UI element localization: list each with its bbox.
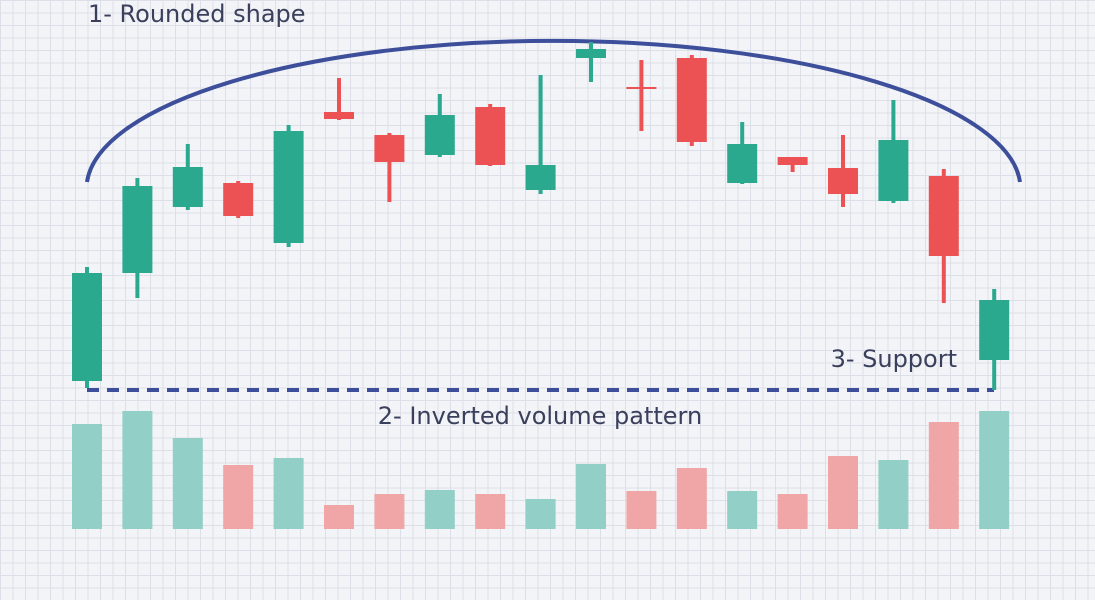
volume-bar xyxy=(777,494,808,529)
candle-body xyxy=(928,176,959,256)
candle-body xyxy=(324,112,354,119)
candle-body xyxy=(424,115,455,155)
volume-bar xyxy=(676,468,707,529)
candle-body xyxy=(374,135,405,162)
candle-body xyxy=(122,186,153,273)
volume-bar xyxy=(374,494,405,529)
volume-bar xyxy=(878,460,909,529)
candle-body xyxy=(727,144,758,183)
rounded-shape-arc xyxy=(85,38,1022,183)
candle-body xyxy=(878,140,909,201)
candle-body xyxy=(223,183,254,216)
candle-body xyxy=(676,58,707,142)
volume-bar xyxy=(223,465,254,529)
volume-bar xyxy=(475,494,506,529)
candle-body xyxy=(475,107,506,165)
volume-bar xyxy=(626,491,657,529)
candle-body xyxy=(979,300,1010,360)
volume-bar xyxy=(525,499,556,529)
volume-bar xyxy=(576,464,606,529)
candle-body xyxy=(273,131,304,243)
candle-body xyxy=(626,87,657,89)
annotation: 2- Inverted volume pattern xyxy=(378,402,702,430)
candle-body xyxy=(828,168,858,194)
volume-bar xyxy=(172,438,203,529)
volume-bar xyxy=(727,491,758,529)
volume-bar xyxy=(72,424,102,529)
volume-bar xyxy=(424,490,455,529)
volume-bar xyxy=(979,411,1010,529)
annotation: 1- Rounded shape xyxy=(88,0,306,28)
candle-body xyxy=(576,49,606,58)
volume-bar xyxy=(122,411,153,529)
marks xyxy=(72,42,1010,529)
candle-body xyxy=(777,157,808,165)
volume-bar xyxy=(273,458,304,529)
volume-bar xyxy=(928,422,959,529)
annotation: 3- Support xyxy=(831,345,957,373)
candle-body xyxy=(525,165,556,190)
candle-body xyxy=(172,167,203,207)
candle-body xyxy=(72,273,102,381)
volume-bar xyxy=(324,505,354,529)
volume-bar xyxy=(828,456,858,529)
